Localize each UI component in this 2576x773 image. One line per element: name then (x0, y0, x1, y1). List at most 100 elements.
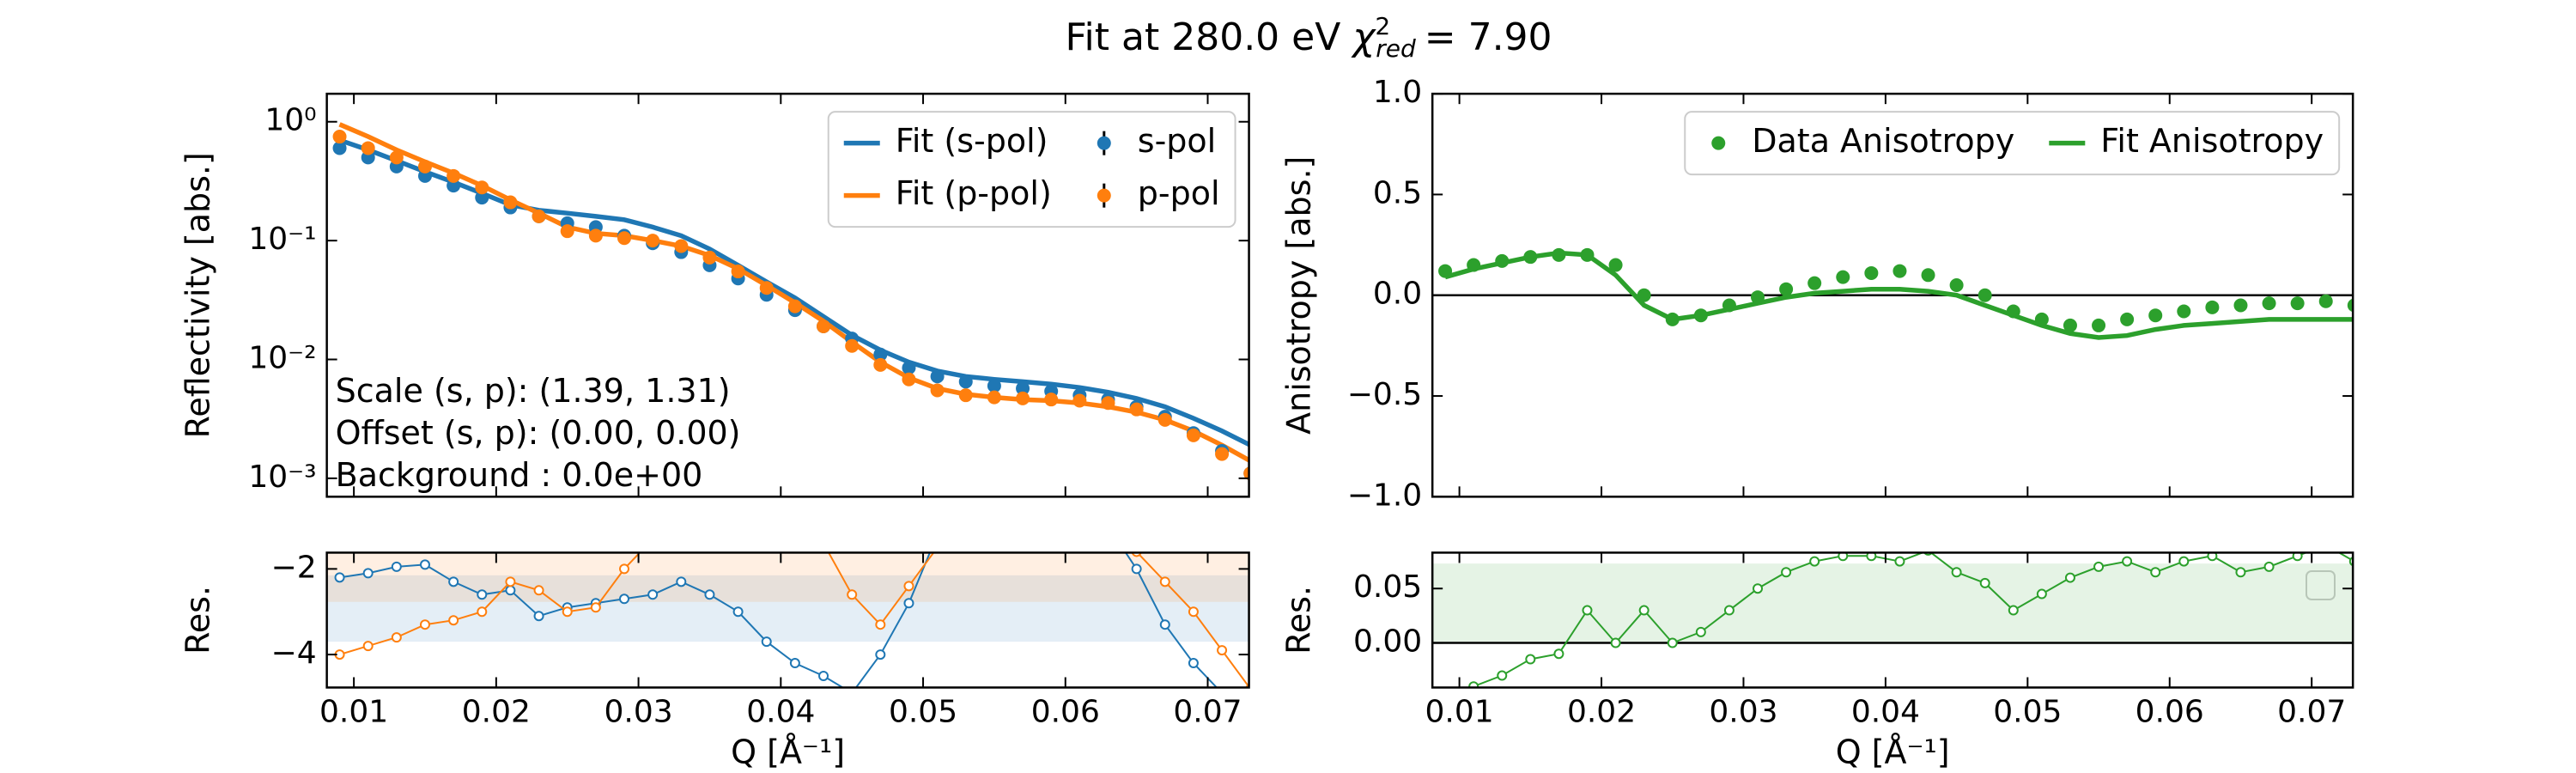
residual-point (2093, 561, 2105, 572)
data-point (2290, 296, 2305, 311)
data-point (332, 141, 347, 155)
x-tick-label: 0.05 (1993, 694, 2062, 729)
residual-point (533, 585, 544, 596)
data-point (447, 179, 461, 193)
legend-label: s-pol (1138, 122, 1216, 160)
legend-label: Data Anisotropy (1752, 122, 2014, 160)
x-tick-label: 0.05 (889, 694, 957, 729)
plot-area (1432, 552, 2354, 688)
residual-point (1838, 552, 1849, 562)
x-tick-label: 0.04 (746, 694, 815, 729)
data-point (1016, 381, 1030, 396)
x-tick-label: 0.07 (2277, 694, 2346, 729)
residual-point (1610, 637, 1621, 648)
data-point (475, 191, 489, 205)
residual-line (339, 552, 1249, 688)
data-point (1807, 276, 1822, 290)
residual-point (1979, 577, 1990, 588)
residual-point (1159, 576, 1170, 587)
legend-label: Fit Anisotropy (2100, 122, 2324, 160)
residual-point (1723, 605, 1735, 616)
data-point (2148, 308, 2163, 323)
residual-point (334, 572, 345, 583)
y-tick-label: 0.0 (1373, 277, 1422, 312)
data-point (987, 390, 1001, 405)
residual-point (419, 559, 430, 570)
data-point (817, 319, 831, 333)
data-point (646, 234, 660, 248)
residual-point (1809, 556, 1820, 567)
title-superscript: 2 (1375, 12, 1390, 40)
data-point (588, 228, 603, 243)
y-tick-label: −0.5 (1347, 377, 1422, 412)
data-point (2205, 300, 2220, 314)
legend-label: Fit (s-pol) (896, 122, 1048, 160)
residual-point (1131, 563, 1142, 575)
residual-point (477, 589, 488, 600)
residual-point (505, 585, 516, 596)
data-point (417, 159, 432, 173)
residual-point (419, 619, 430, 630)
residual-point (1667, 637, 1678, 648)
x-tick-label: 0.01 (1425, 694, 1494, 729)
residual-point (2263, 561, 2275, 572)
residual-band (326, 552, 1249, 602)
data-point (873, 357, 888, 372)
data-point (361, 141, 375, 155)
data-point (873, 347, 888, 362)
data-point (447, 168, 461, 183)
residual-point (1894, 556, 1905, 567)
data-point (930, 369, 945, 384)
residual-point (562, 606, 573, 618)
legend-label: p-pol (1138, 174, 1220, 212)
residual-point (590, 602, 601, 613)
residual-point (533, 611, 544, 622)
residual-point (362, 568, 374, 579)
data-point (1864, 265, 1879, 280)
residual-point (1866, 552, 1877, 562)
x-axis-label: Q [Å⁻¹] (731, 733, 845, 771)
data-point (930, 383, 945, 398)
data-point (702, 250, 717, 265)
data-point (759, 281, 774, 295)
residual-point (391, 632, 402, 643)
legend-label: Fit (p-pol) (896, 174, 1052, 212)
residual-point (2178, 556, 2190, 567)
title-text: Fit at 280.0 eV (1065, 15, 1340, 59)
data-point (1608, 258, 1623, 272)
residual-point (1217, 645, 1228, 656)
residual-point (1159, 619, 1170, 630)
residual-point (2008, 605, 2019, 616)
plot-area (326, 552, 1249, 688)
axes-frame (325, 92, 1250, 498)
residual-point (1695, 626, 1706, 637)
residual-point (1781, 567, 1792, 578)
residual-point (903, 598, 914, 609)
x-tick-label: 0.02 (462, 694, 531, 729)
data-point (958, 374, 973, 389)
fit-line (338, 137, 1249, 447)
annotation: Scale (s, p): (1.39, 1.31) (336, 372, 731, 410)
residual-point (847, 589, 858, 600)
axes-frame (1431, 551, 2354, 689)
residual-point (448, 615, 459, 626)
y-tick-label: 1.0 (1373, 75, 1422, 110)
residual-point (732, 606, 744, 618)
data-point (902, 372, 916, 386)
data-point (902, 361, 916, 375)
y-tick-label: −2 (271, 550, 317, 585)
data-point (617, 231, 632, 246)
y-tick-label: 10⁻¹ (248, 222, 316, 257)
residual-point (1497, 670, 1508, 681)
data-point (2177, 304, 2191, 319)
data-point (2233, 298, 2248, 313)
data-point (560, 224, 574, 239)
figure-title: Fit at 280.0 eV χ2 red = 7.90 (1065, 12, 1552, 63)
data-point (1044, 393, 1059, 407)
x-tick-label: 0.06 (1031, 694, 1100, 729)
plot-area (1432, 247, 2354, 340)
x-tick-label: 0.01 (319, 694, 388, 729)
y-tick-label: 0.00 (1353, 624, 1422, 660)
data-point (1949, 278, 1964, 293)
y-tick-label: 10⁻³ (248, 460, 316, 495)
